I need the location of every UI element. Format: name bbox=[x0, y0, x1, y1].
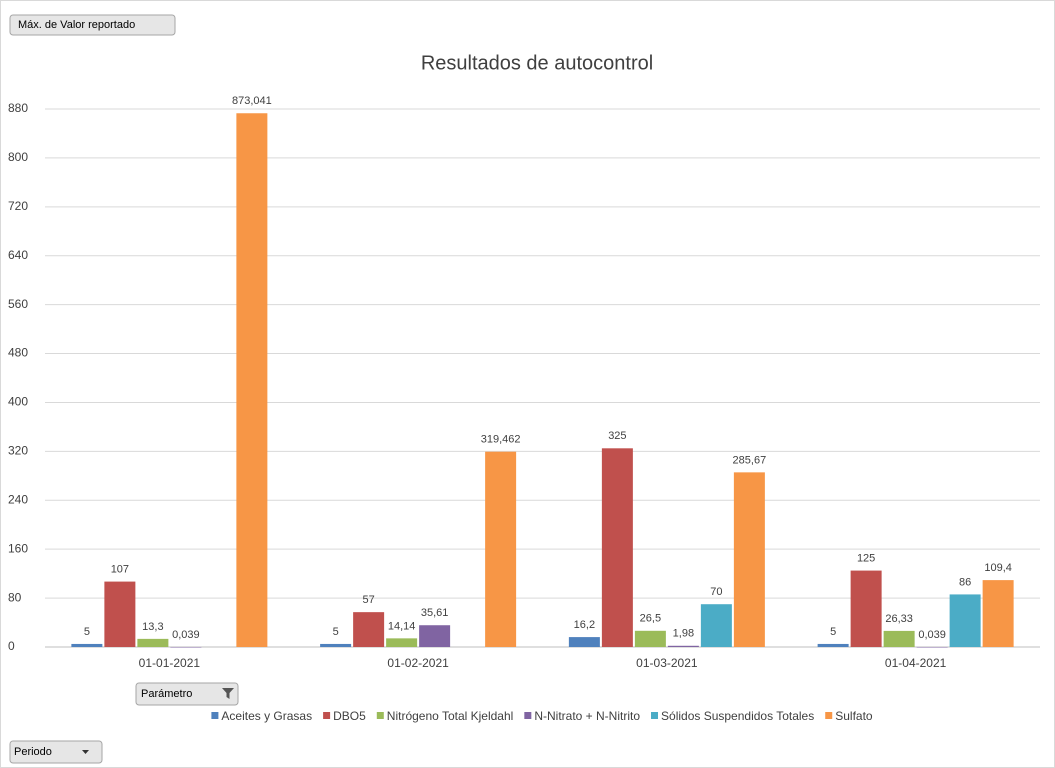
legend-swatch bbox=[376, 712, 384, 719]
y-tick-label: 800 bbox=[8, 150, 28, 164]
data-label: 109,4 bbox=[984, 562, 1012, 574]
legend-swatch bbox=[211, 712, 219, 719]
y-tick-label: 160 bbox=[8, 541, 28, 555]
x-tick-label: 01-03-2021 bbox=[636, 656, 698, 670]
data-label: 873,041 bbox=[232, 95, 272, 107]
legend-swatch bbox=[651, 712, 659, 719]
bar bbox=[386, 638, 418, 647]
data-label: 5 bbox=[333, 626, 339, 638]
data-label: 16,2 bbox=[574, 619, 595, 631]
bar bbox=[634, 630, 666, 647]
y-tick-label: 880 bbox=[8, 101, 28, 115]
legend-label: Nitrógeno Total Kjeldahl bbox=[387, 709, 514, 723]
data-label: 1,98 bbox=[673, 628, 694, 640]
bar bbox=[353, 612, 385, 647]
axis-button[interactable] bbox=[9, 740, 103, 764]
data-label: 70 bbox=[710, 586, 722, 598]
legend-swatch bbox=[323, 712, 331, 719]
data-label: 5 bbox=[84, 626, 90, 638]
data-label: 86 bbox=[959, 576, 971, 588]
bar bbox=[916, 646, 948, 648]
x-tick-label: 01-02-2021 bbox=[387, 656, 449, 670]
bar bbox=[883, 630, 915, 647]
data-label: 0,039 bbox=[172, 629, 200, 641]
bar bbox=[104, 581, 136, 647]
data-label: 319,462 bbox=[481, 434, 521, 446]
data-label: 0,039 bbox=[918, 629, 946, 641]
bar bbox=[850, 570, 882, 647]
bar bbox=[817, 643, 849, 647]
data-label: 57 bbox=[363, 594, 375, 606]
y-tick-label: 640 bbox=[8, 248, 28, 262]
data-label: 26,5 bbox=[640, 613, 661, 625]
axis-button-label[interactable]: Periodo bbox=[14, 746, 52, 758]
legend-label: Sólidos Suspendidos Totales bbox=[661, 709, 814, 723]
legend-swatch bbox=[825, 712, 833, 719]
bar bbox=[601, 448, 633, 647]
data-label: 5 bbox=[830, 626, 836, 638]
y-tick-label: 480 bbox=[8, 346, 28, 360]
y-tick-label: 560 bbox=[8, 297, 28, 311]
bar bbox=[982, 580, 1014, 647]
bar bbox=[700, 604, 732, 647]
data-label: 125 bbox=[857, 552, 875, 564]
bar bbox=[236, 113, 268, 648]
y-tick-label: 320 bbox=[8, 444, 28, 458]
data-label: 107 bbox=[111, 563, 129, 575]
legend-label: DBO5 bbox=[333, 709, 366, 723]
bar bbox=[485, 451, 517, 647]
chart-title: Resultados de autocontrol bbox=[421, 52, 653, 74]
y-tick-label: 80 bbox=[8, 590, 22, 604]
data-label: 14,14 bbox=[388, 620, 416, 632]
bar bbox=[733, 472, 765, 647]
bar bbox=[320, 643, 352, 647]
y-tick-label: 720 bbox=[8, 199, 28, 213]
filter-icon[interactable] bbox=[222, 688, 234, 699]
bar bbox=[170, 646, 202, 648]
data-label: 325 bbox=[608, 430, 626, 442]
data-label: 35,61 bbox=[421, 607, 449, 619]
data-label: 285,67 bbox=[733, 454, 767, 466]
value-button-label[interactable]: Máx. de Valor reportado bbox=[18, 19, 135, 31]
legend-label: N-Nitrato + N-Nitrito bbox=[534, 709, 640, 723]
legend-button-label[interactable]: Parámetro bbox=[141, 688, 192, 700]
bar bbox=[71, 643, 103, 647]
data-label: 26,33 bbox=[885, 613, 913, 625]
legend-label: Aceites y Grasas bbox=[221, 709, 312, 723]
data-label: 13,3 bbox=[142, 621, 163, 633]
y-tick-label: 0 bbox=[8, 639, 15, 653]
bar bbox=[137, 638, 169, 647]
legend-swatch bbox=[524, 712, 532, 719]
dropdown-icon[interactable] bbox=[82, 750, 89, 754]
legend-button[interactable] bbox=[135, 682, 239, 706]
value-button[interactable] bbox=[9, 14, 176, 36]
bar bbox=[667, 645, 699, 647]
x-tick-label: 01-01-2021 bbox=[139, 656, 201, 670]
x-tick-label: 01-04-2021 bbox=[885, 656, 947, 670]
y-tick-label: 400 bbox=[8, 395, 28, 409]
bar bbox=[568, 637, 600, 647]
bar bbox=[949, 594, 981, 647]
legend-label: Sulfato bbox=[835, 709, 873, 723]
y-tick-label: 240 bbox=[8, 492, 28, 506]
bar bbox=[419, 625, 451, 647]
